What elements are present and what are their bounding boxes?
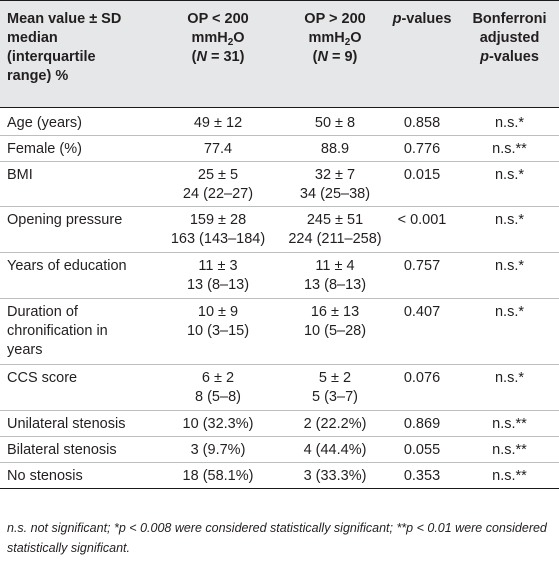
header-op-high: OP > 200 mmH2O (N = 9)	[280, 10, 390, 67]
cell-op-high: 2 (22.2%)	[303, 416, 367, 432]
cell-op-high: 32 ± 7 34 (25–38)	[299, 167, 371, 202]
cell-op-high: 11 ± 4 13 (8–13)	[303, 258, 367, 293]
cell-adjusted: n.s.*	[494, 304, 524, 320]
row-label: BMI	[7, 167, 33, 183]
cell-p-value: 0.757	[403, 258, 441, 274]
header-op-high-unit: mmH2O	[308, 30, 362, 48]
cell-op-high: 16 ± 13 10 (5–28)	[303, 304, 367, 339]
cell-p-value: < 0.001	[397, 212, 447, 228]
cell-adjusted: n.s.**	[492, 416, 527, 432]
cell-p-value: 0.055	[403, 442, 441, 458]
row-label: CCS score	[7, 370, 78, 386]
row-label: Unilateral stenosis	[7, 416, 126, 432]
cell-op-low: 159 ± 28 163 (143–184)	[170, 212, 266, 247]
table-row: Age (years) 49 ± 12 50 ± 8 0.858 n.s.*	[0, 108, 559, 136]
cell-p-value: 0.407	[403, 304, 441, 320]
cell-adjusted: n.s.*	[494, 167, 524, 183]
header-bonferroni-line: adjusted	[479, 30, 540, 46]
header-measure-line: Mean value ± SD	[7, 11, 122, 27]
cell-adjusted: n.s.**	[492, 442, 527, 458]
table-header: Mean value ± SD median (interquartile ra…	[0, 0, 559, 108]
cell-op-high: 4 (44.4%)	[303, 442, 367, 458]
table-footnote: n.s. not significant; *p < 0.008 were co…	[7, 521, 547, 555]
row-label: Bilateral stenosis	[7, 442, 117, 458]
cell-op-low: 25 ± 5 24 (22–27)	[182, 167, 254, 202]
cell-op-low: 49 ± 12	[193, 115, 243, 131]
cell-op-low: 18 (58.1%)	[182, 468, 254, 484]
header-op-high-label: OP > 200	[304, 11, 366, 27]
row-label: Age (years)	[7, 115, 82, 131]
cell-op-high: 50 ± 8	[314, 115, 356, 131]
cell-p-value: 0.858	[403, 115, 441, 131]
row-label: Years of education	[7, 258, 127, 274]
header-op-low: OP < 200 mmH2O (N = 31)	[156, 10, 280, 67]
table-row: Bilateral stenosis 3 (9.7%) 4 (44.4%) 0.…	[0, 437, 559, 463]
header-op-low-n: (N = 31)	[191, 49, 245, 65]
cell-adjusted: n.s.*	[494, 370, 524, 386]
table-row: BMI 25 ± 5 24 (22–27) 32 ± 7 34 (25–38) 0.…	[0, 162, 559, 207]
header-measure-line: median	[7, 30, 58, 46]
cell-op-low: 11 ± 3 13 (8–13)	[186, 258, 250, 293]
cell-adjusted: n.s.*	[494, 258, 524, 274]
table-row: No stenosis 18 (58.1%) 3 (33.3%) 0.353 n…	[0, 463, 559, 489]
cell-op-low: 3 (9.7%)	[190, 442, 246, 458]
table-row: Opening pressure 159 ± 28 163 (143–184) 2…	[0, 207, 559, 253]
header-bonferroni: Bonferroni adjusted p-values	[460, 10, 559, 67]
cell-p-value: 0.015	[403, 167, 441, 183]
header-bonferroni-line: Bonferroni	[472, 11, 547, 27]
table-row: Unilateral stenosis 10 (32.3%) 2 (22.2%)…	[0, 411, 559, 437]
table-row: Female (%) 77.4 88.9 0.776 n.s.**	[0, 136, 559, 162]
header-op-low-unit: mmH2O	[191, 30, 245, 48]
row-label: No stenosis	[7, 468, 83, 484]
row-label: Duration of chronification in years	[7, 304, 108, 358]
table-row: Duration of chronification in years 10 ±…	[0, 299, 559, 365]
cell-adjusted: n.s.*	[494, 115, 524, 131]
header-measure-line: (interquartile	[7, 49, 96, 65]
header-op-high-n: (N = 9)	[312, 49, 358, 65]
cell-p-value: 0.776	[403, 141, 441, 157]
cell-op-low: 10 (32.3%)	[182, 416, 254, 432]
cell-p-value: 0.076	[403, 370, 441, 386]
header-op-low-label: OP < 200	[187, 11, 249, 27]
row-label: Opening pressure	[7, 212, 123, 228]
cell-p-value: 0.353	[403, 468, 441, 484]
table-row: Years of education 11 ± 3 13 (8–13) 11 ± …	[0, 253, 559, 299]
row-label: Female (%)	[7, 141, 82, 157]
statistics-table: Mean value ± SD median (interquartile ra…	[0, 0, 559, 489]
cell-adjusted: n.s.*	[494, 212, 524, 228]
cell-p-value: 0.869	[403, 416, 441, 432]
cell-op-low: 77.4	[203, 141, 233, 157]
header-measure-line: range) %	[7, 68, 69, 84]
header-measure: Mean value ± SD median (interquartile ra…	[7, 10, 147, 86]
header-p-values: p-values	[392, 11, 452, 27]
cell-op-high: 3 (33.3%)	[303, 468, 367, 484]
cell-op-high: 245 ± 51 224 (211–258)	[288, 212, 382, 247]
cell-adjusted: n.s.**	[492, 141, 527, 157]
cell-op-high: 88.9	[320, 141, 350, 157]
cell-adjusted: n.s.**	[492, 468, 527, 484]
cell-op-low: 10 ± 9 10 (3–15)	[186, 304, 250, 339]
